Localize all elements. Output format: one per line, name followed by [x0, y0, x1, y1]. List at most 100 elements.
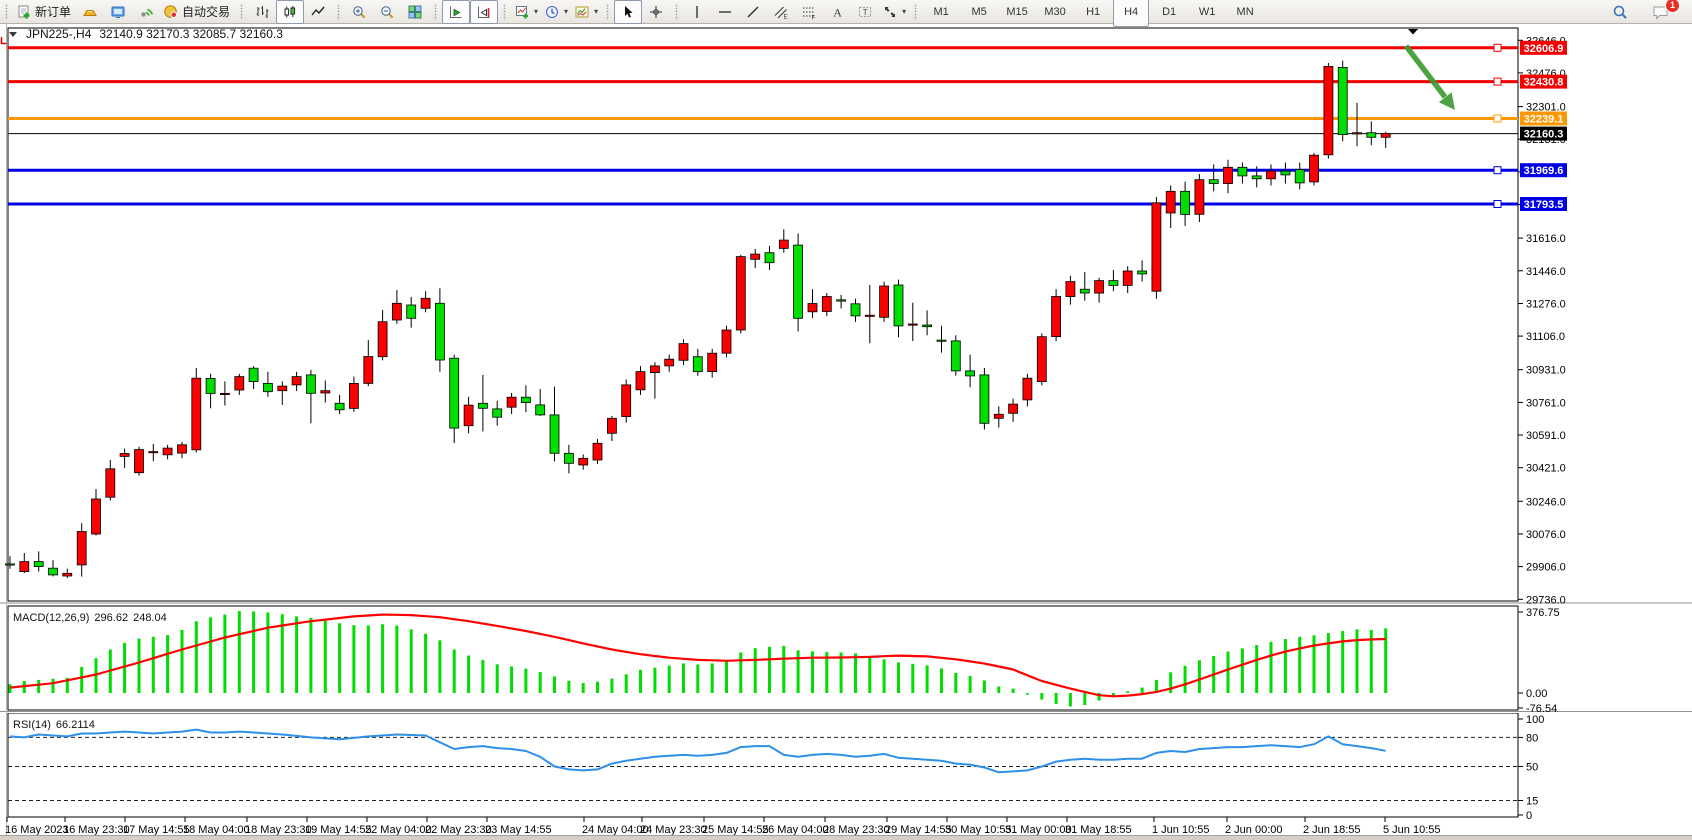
timeframe-h4[interactable]: H4 — [1113, 0, 1150, 27]
svg-text:30761.0: 30761.0 — [1526, 397, 1566, 409]
macd-axis-labels: 376.75 0.00 -76.54 — [1518, 607, 1560, 715]
text-label-icon: T — [859, 6, 872, 17]
new-order-button[interactable]: 新订单 — [13, 0, 76, 24]
new-order-icon — [18, 5, 30, 18]
arrow-annotation[interactable] — [1403, 44, 1455, 110]
equidistant-channel-button[interactable]: E — [767, 0, 795, 24]
svg-text:16 May 2023: 16 May 2023 — [5, 824, 69, 836]
bar-chart-button[interactable] — [248, 0, 276, 24]
crosshair-button[interactable] — [642, 0, 670, 24]
fibonacci-button[interactable]: F — [795, 0, 823, 24]
svg-text:32160.3: 32160.3 — [1524, 129, 1564, 141]
periods-button[interactable]: ▾ — [541, 0, 571, 24]
search-button[interactable] — [1606, 0, 1634, 24]
new-chart-button[interactable]: ▾ — [511, 0, 541, 24]
svg-text:18 May 04:00: 18 May 04:00 — [183, 824, 250, 836]
cursor-icon — [625, 5, 633, 18]
svg-text:16 May 23:30: 16 May 23:30 — [63, 824, 130, 836]
vertical-line-button[interactable] — [683, 0, 711, 24]
auto-scroll-icon — [450, 6, 462, 18]
toolbar-group-handle — [434, 3, 438, 20]
svg-text:22 May 04:00: 22 May 04:00 — [365, 824, 432, 836]
arrows-button[interactable]: ▾ — [879, 0, 909, 24]
zoom-in-button[interactable] — [345, 0, 373, 24]
signals-button[interactable] — [132, 0, 160, 24]
chevron-down-icon: ▾ — [564, 7, 569, 16]
timeframe-h1[interactable]: H1 — [1075, 0, 1111, 27]
cursor-button[interactable] — [614, 0, 643, 24]
one-click-trading-toggle[interactable] — [9, 32, 17, 37]
text-label-button[interactable]: T — [851, 0, 879, 24]
svg-text:32301.0: 32301.0 — [1526, 102, 1566, 114]
timeframe-d1[interactable]: D1 — [1151, 0, 1187, 27]
search-icon — [1613, 5, 1627, 19]
candles-mode-icon — [284, 5, 296, 17]
timeframe-m1[interactable]: M1 — [923, 0, 959, 27]
svg-text:31969.6: 31969.6 — [1524, 165, 1564, 177]
timeframe-m30[interactable]: M30 — [1037, 0, 1073, 27]
timeframe-w1-label: W1 — [1198, 5, 1216, 18]
svg-text:17 May 14:55: 17 May 14:55 — [123, 824, 190, 836]
toolbar-group-handle — [503, 3, 507, 20]
auto-scroll-button[interactable] — [442, 0, 471, 24]
timeframe-m5[interactable]: M5 — [961, 0, 997, 27]
svg-text:50: 50 — [1526, 762, 1538, 774]
toolbar-right: 1 — [1606, 0, 1692, 24]
horizontal-line-button[interactable] — [711, 0, 739, 24]
timeframe-w1[interactable]: W1 — [1189, 0, 1225, 27]
timeframe-m15[interactable]: M15 — [999, 0, 1035, 27]
svg-text:32239.1: 32239.1 — [1524, 114, 1564, 126]
toolbar-group-handle — [914, 3, 918, 20]
macd-indicator-label: MACD(12,26,9) 296.62 248.04 — [13, 612, 167, 624]
svg-text:32606.9: 32606.9 — [1524, 43, 1564, 55]
candles-layer[interactable] — [5, 60, 1391, 579]
trendline-button[interactable] — [739, 0, 767, 24]
vline-icon — [696, 5, 698, 18]
notifications-button[interactable]: 1 — [1646, 0, 1680, 24]
svg-text:29 May 14:55: 29 May 14:55 — [885, 824, 952, 836]
chart-shift-marker[interactable] — [1408, 29, 1418, 35]
text-button[interactable]: A — [823, 0, 851, 24]
svg-text:2 Jun 18:55: 2 Jun 18:55 — [1303, 824, 1361, 836]
toolbar-group-handle — [606, 3, 610, 20]
price-level-lines[interactable] — [8, 43, 1518, 208]
timeframe-m15-label: M15 — [1006, 5, 1028, 18]
chevron-down-icon: ▾ — [594, 7, 599, 16]
macd-histogram — [8, 611, 1388, 707]
new-order-button-label: 新订单 — [35, 5, 72, 19]
toolbar-group-handle — [240, 3, 244, 20]
line-chart-button[interactable] — [304, 0, 332, 24]
svg-text:19 May 14:55: 19 May 14:55 — [305, 824, 372, 836]
timeframe-mn[interactable]: MN — [1227, 0, 1263, 27]
zoom-out-button[interactable] — [373, 0, 401, 24]
zoom-in-icon — [353, 5, 366, 18]
virtual-hosting-button[interactable] — [104, 0, 132, 24]
svg-text:F: F — [812, 15, 816, 20]
candlestick-chart-button[interactable] — [276, 0, 305, 24]
signals-icon — [141, 8, 154, 17]
chevron-down-icon: ▾ — [534, 7, 539, 16]
svg-text:31793.5: 31793.5 — [1524, 199, 1564, 211]
macd-signal-line — [9, 613, 1386, 698]
svg-text:31 May 00:00: 31 May 00:00 — [1005, 824, 1072, 836]
tile-windows-button[interactable] — [401, 0, 429, 24]
svg-text:T: T — [863, 7, 868, 16]
auto-trading-icon — [164, 4, 178, 18]
one-click-corner-icon — [0, 37, 7, 45]
timeframe-m1-label: M1 — [933, 5, 949, 18]
timeframe-m30-label: M30 — [1044, 5, 1066, 18]
deposit-button[interactable] — [76, 0, 104, 24]
chevron-down-icon: ▾ — [902, 7, 907, 16]
timeframe-mn-label: MN — [1236, 5, 1254, 18]
templates-button[interactable]: ▾ — [571, 0, 601, 24]
svg-text:1 Jun 10:55: 1 Jun 10:55 — [1152, 824, 1210, 836]
chart-shift-button[interactable] — [470, 0, 499, 24]
tile-windows-icon — [408, 5, 422, 18]
svg-text:32430.8: 32430.8 — [1524, 77, 1564, 89]
chart-title: JPN225-,H4 32140.9 32170.3 32085.7 32160.… — [26, 27, 283, 41]
svg-text:18 May 23:30: 18 May 23:30 — [245, 824, 312, 836]
auto-trading-button[interactable]: 自动交易 — [160, 0, 235, 24]
bars-mode-icon — [256, 5, 269, 18]
zoom-out-icon — [381, 5, 394, 18]
